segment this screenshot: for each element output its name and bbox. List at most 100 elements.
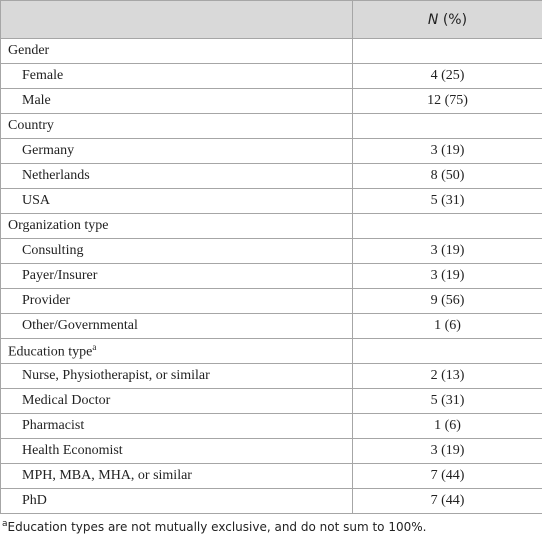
item-label: Nurse, Physiotherapist, or similar xyxy=(22,368,210,383)
item-label-cell: Male xyxy=(0,88,353,114)
item-value-cell: 5 (31) xyxy=(352,188,542,214)
item-label-cell: Nurse, Physiotherapist, or similar xyxy=(0,363,353,389)
group-label-cell: Education typea xyxy=(0,338,353,364)
item-row: Netherlands 8 (50) xyxy=(0,163,542,189)
item-value-cell: 5 (31) xyxy=(352,388,542,414)
item-value-cell: 1 (6) xyxy=(352,313,542,339)
item-label-cell: Payer/Insurer xyxy=(0,263,353,289)
item-value: 5 (31) xyxy=(430,393,465,408)
item-label: USA xyxy=(22,193,51,208)
item-label-cell: Other/Governmental xyxy=(0,313,353,339)
item-value: 12 (75) xyxy=(427,93,468,108)
header-italic: N xyxy=(427,11,439,28)
item-label-cell: USA xyxy=(0,188,353,214)
group-label: Organization type xyxy=(8,218,109,233)
item-label: Female xyxy=(22,68,64,83)
group-label-cell: Organization type xyxy=(0,213,353,239)
item-label: Consulting xyxy=(22,243,84,258)
item-row: Male 12 (75) xyxy=(0,88,542,114)
item-label-cell: PhD xyxy=(0,488,353,514)
item-label-cell: Female xyxy=(0,63,353,89)
item-row: Other/Governmental 1 (6) xyxy=(0,313,542,339)
item-label: Payer/Insurer xyxy=(22,268,98,283)
footnote: aEducation types are not mutually exclus… xyxy=(2,519,426,534)
item-value: 5 (31) xyxy=(430,193,465,208)
item-value: 8 (50) xyxy=(430,168,465,183)
header-cell: N (%) xyxy=(352,0,542,39)
footnote-text: Education types are not mutually exclusi… xyxy=(7,520,427,534)
header-row: N (%) xyxy=(0,0,542,39)
item-row: Payer/Insurer 3 (19) xyxy=(0,263,542,289)
item-value: 1 (6) xyxy=(434,418,461,433)
footnote-mark: a xyxy=(92,341,97,352)
item-label: Male xyxy=(22,93,51,108)
item-label: MPH, MBA, MHA, or similar xyxy=(22,468,192,483)
item-value-cell: 1 (6) xyxy=(352,413,542,439)
item-label-cell: Germany xyxy=(0,138,353,164)
item-row: MPH, MBA, MHA, or similar 7 (44) xyxy=(0,463,542,489)
item-row: Female 4 (25) xyxy=(0,63,542,89)
item-label-cell: Provider xyxy=(0,288,353,314)
item-label-cell: Netherlands xyxy=(0,163,353,189)
item-label-cell: Pharmacist xyxy=(0,413,353,439)
group-row: Gender xyxy=(0,38,542,64)
item-value-cell: 7 (44) xyxy=(352,463,542,489)
item-value: 3 (19) xyxy=(430,443,465,458)
item-row: Medical Doctor 5 (31) xyxy=(0,388,542,414)
group-label: Gender xyxy=(8,43,50,58)
item-label-cell: MPH, MBA, MHA, or similar xyxy=(0,463,353,489)
item-row: PhD 7 (44) xyxy=(0,488,542,514)
item-row: Consulting 3 (19) xyxy=(0,238,542,264)
table-body: Gender Female 4 (25) Male 12 (75) Country Germ… xyxy=(0,38,542,514)
item-value-cell: 3 (19) xyxy=(352,238,542,264)
empty-cell xyxy=(352,113,542,139)
item-label: Pharmacist xyxy=(22,418,85,433)
empty-cell xyxy=(352,338,542,364)
item-value: 9 (56) xyxy=(430,293,465,308)
group-label: Country xyxy=(8,118,54,133)
item-label: Netherlands xyxy=(22,168,90,183)
item-row: Germany 3 (19) xyxy=(0,138,542,164)
item-value: 4 (25) xyxy=(430,68,465,83)
item-label-cell: Health Economist xyxy=(0,438,353,464)
group-row: Education typea xyxy=(0,338,542,364)
header-text: (%) xyxy=(442,11,468,28)
item-value-cell: 3 (19) xyxy=(352,438,542,464)
item-value-cell: 8 (50) xyxy=(352,163,542,189)
item-value-cell: 2 (13) xyxy=(352,363,542,389)
item-row: Health Economist 3 (19) xyxy=(0,438,542,464)
item-value: 7 (44) xyxy=(430,468,465,483)
empty-cell xyxy=(352,38,542,64)
item-label: Health Economist xyxy=(22,443,123,458)
group-label-cell: Country xyxy=(0,113,353,139)
item-value-cell: 12 (75) xyxy=(352,88,542,114)
table: N (%) Gender Female 4 (25) Male 12 (75) Count… xyxy=(0,0,542,514)
item-value: 7 (44) xyxy=(430,493,465,508)
item-row: Provider 9 (56) xyxy=(0,288,542,314)
item-value-cell: 4 (25) xyxy=(352,63,542,89)
item-label: PhD xyxy=(22,493,47,508)
footnote-mark: a xyxy=(2,519,8,529)
header-cell xyxy=(0,0,353,39)
item-value-cell: 3 (19) xyxy=(352,263,542,289)
item-label: Other/Governmental xyxy=(22,318,138,333)
item-value: 1 (6) xyxy=(434,318,461,333)
empty-cell xyxy=(352,213,542,239)
item-label-cell: Medical Doctor xyxy=(0,388,353,414)
item-value-cell: 9 (56) xyxy=(352,288,542,314)
item-label: Provider xyxy=(22,293,71,308)
item-row: Nurse, Physiotherapist, or similar 2 (13) xyxy=(0,363,542,389)
item-value-cell: 3 (19) xyxy=(352,138,542,164)
item-value: 3 (19) xyxy=(430,243,465,258)
item-value: 3 (19) xyxy=(430,268,465,283)
item-label-cell: Consulting xyxy=(0,238,353,264)
item-value: 3 (19) xyxy=(430,143,465,158)
item-row: USA 5 (31) xyxy=(0,188,542,214)
item-row: Pharmacist 1 (6) xyxy=(0,413,542,439)
group-row: Organization type xyxy=(0,213,542,239)
group-label-cell: Gender xyxy=(0,38,353,64)
item-value: 2 (13) xyxy=(430,368,465,383)
item-label: Germany xyxy=(22,143,75,158)
item-label: Medical Doctor xyxy=(22,393,111,408)
